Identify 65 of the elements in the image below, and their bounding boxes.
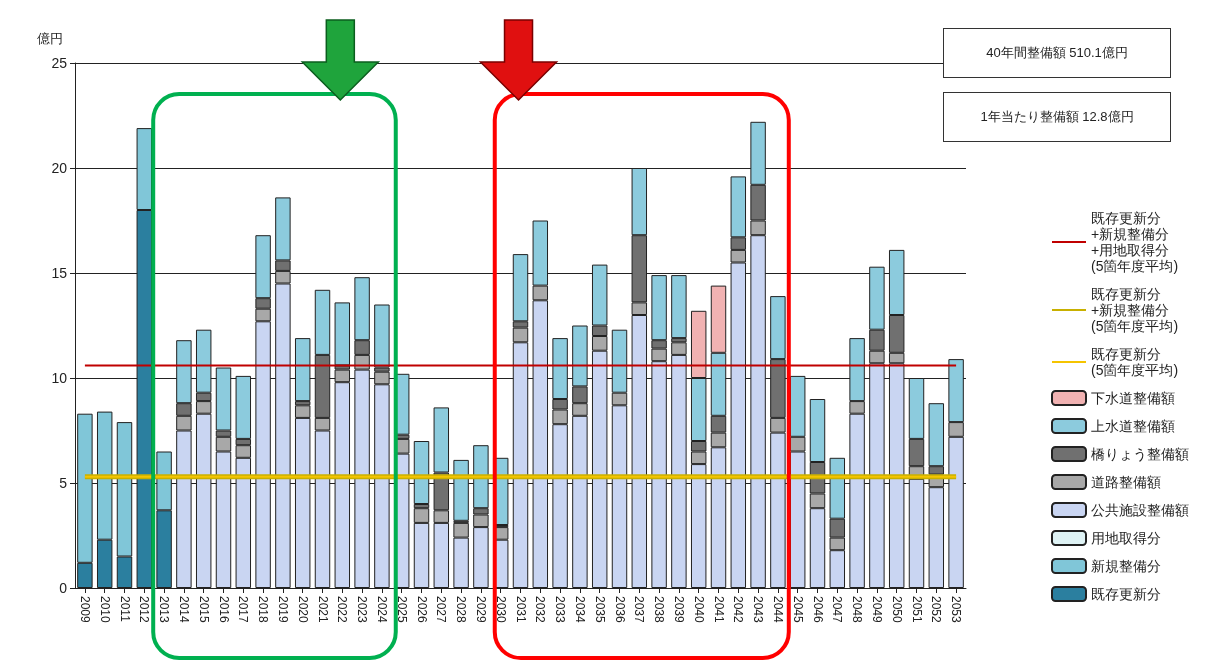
x-tick-label: 2015: [196, 596, 211, 624]
x-tick-label: 2034: [572, 596, 587, 624]
y-axis-title: 億円: [37, 31, 63, 46]
x-tick-label: 2020: [295, 596, 310, 624]
x-tick-label: 2030: [493, 596, 508, 624]
legend-label: 既存更新分 (5箇年度平均): [1091, 346, 1179, 378]
legend-label: 橋りょう整備額: [1091, 446, 1189, 462]
legend-label: 既存更新分: [1091, 586, 1161, 602]
x-tick-label: 2029: [473, 596, 488, 624]
x-tick-label: 2042: [731, 596, 746, 624]
x-tick-label: 2013: [157, 596, 172, 624]
x-tick-label: 2052: [929, 596, 944, 624]
x-tick-label: 2053: [949, 596, 964, 624]
note-box: 40年間整備額 510.1億円: [943, 28, 1171, 78]
x-tick-label: 2046: [810, 596, 825, 624]
y-tick-label: 10: [51, 370, 68, 386]
legend-label: 新規整備分: [1091, 558, 1161, 574]
x-tick-label: 2009: [77, 596, 92, 624]
x-tick-label: 2037: [632, 596, 647, 624]
x-tick-label: 2012: [137, 596, 152, 624]
x-tick-label: 2011: [117, 596, 132, 623]
x-tick-label: 2041: [711, 596, 726, 624]
x-tick-label: 2050: [889, 596, 904, 624]
y-tick-label: 5: [59, 475, 68, 491]
y-tick-label: 25: [51, 55, 68, 71]
x-tick-label: 2026: [414, 596, 429, 624]
y-tick-label: 0: [59, 580, 68, 596]
x-tick-label: 2043: [751, 596, 766, 624]
x-tick-label: 2036: [612, 596, 627, 624]
x-tick-label: 2022: [335, 596, 350, 624]
x-tick-label: 2025: [394, 596, 409, 624]
x-tick-label: 2031: [513, 596, 528, 624]
x-tick-label: 2017: [236, 596, 251, 624]
x-tick-label: 2044: [770, 596, 785, 624]
x-tick-label: 2010: [97, 596, 112, 624]
x-tick-label: 2035: [592, 596, 607, 624]
x-tick-label: 2016: [216, 596, 231, 624]
x-tick-label: 2047: [830, 596, 845, 624]
y-tick-label: 20: [51, 160, 68, 176]
legend-label: 道路整備額: [1091, 474, 1161, 490]
legend-label: 下水道整備額: [1091, 390, 1175, 406]
x-tick-label: 2040: [691, 596, 706, 624]
x-tick-label: 2019: [275, 596, 290, 624]
legend-label: 用地取得分: [1091, 530, 1161, 546]
legend-label: 既存更新分 +新規整備分 (5箇年度平均): [1091, 286, 1179, 334]
x-tick-label: 2032: [533, 596, 548, 624]
x-tick-label: 2039: [671, 596, 686, 624]
x-tick-label: 2024: [374, 596, 389, 624]
x-tick-label: 2045: [790, 596, 805, 624]
note-box: 1年当たり整備額 12.8億円: [943, 92, 1171, 142]
x-tick-label: 2051: [909, 596, 924, 624]
x-tick-label: 2021: [315, 596, 330, 624]
x-tick-label: 2038: [652, 596, 667, 624]
legend-label: 公共施設整備額: [1091, 502, 1189, 518]
x-tick-label: 2023: [355, 596, 370, 624]
x-tick-label: 2014: [176, 596, 191, 624]
legend-label: 上水道整備額: [1091, 418, 1175, 434]
x-tick-label: 2028: [454, 596, 469, 624]
x-tick-label: 2048: [850, 596, 865, 624]
y-tick-label: 15: [51, 265, 68, 281]
x-tick-label: 2018: [256, 596, 271, 624]
x-tick-label: 2033: [553, 596, 568, 624]
legend-label: 既存更新分 +新規整備分 +用地取得分 (5箇年度平均): [1091, 210, 1179, 274]
x-tick-label: 2027: [434, 596, 449, 624]
x-tick-label: 2049: [869, 596, 884, 624]
